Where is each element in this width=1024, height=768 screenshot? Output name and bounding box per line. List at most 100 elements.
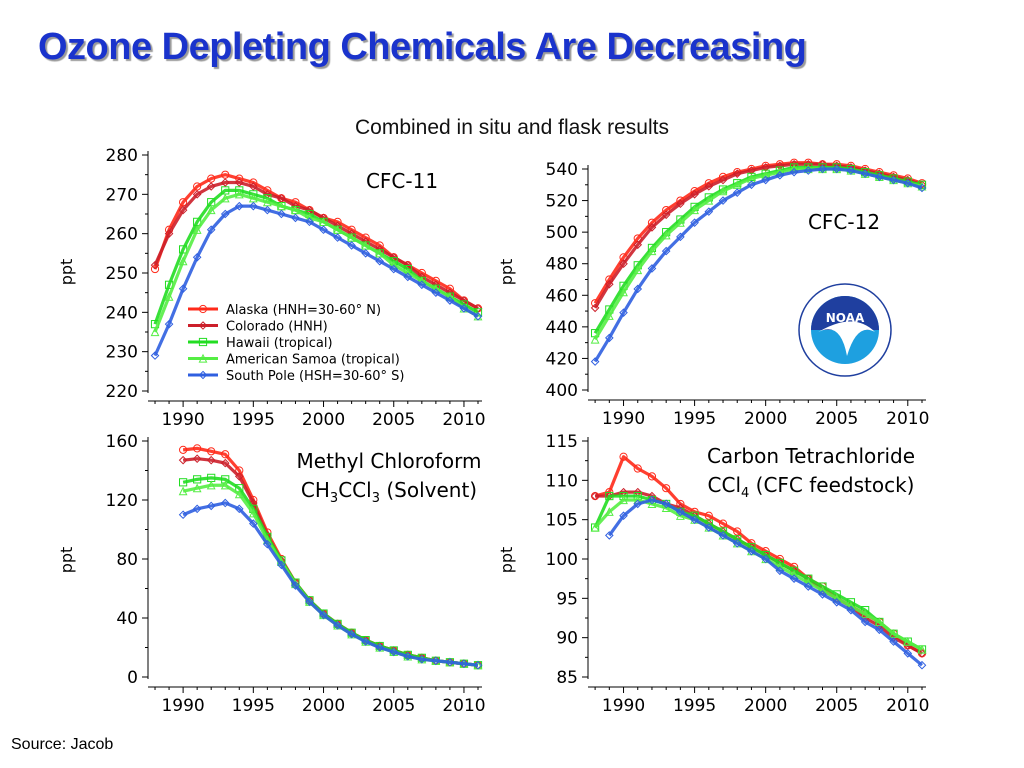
data-point bbox=[832, 597, 842, 607]
legend-marker bbox=[198, 337, 208, 347]
data-point bbox=[150, 327, 160, 337]
x-tick-label: 1995 bbox=[673, 409, 716, 429]
y-tick-label: 40 bbox=[116, 609, 138, 629]
data-point bbox=[903, 178, 913, 188]
logo-text: NOAA bbox=[826, 311, 865, 325]
data-point bbox=[647, 246, 657, 256]
data-point bbox=[206, 480, 216, 490]
series-4 bbox=[590, 164, 927, 366]
series-4 bbox=[178, 498, 483, 670]
data-point bbox=[234, 504, 244, 514]
data-point bbox=[206, 455, 216, 465]
data-point bbox=[647, 499, 657, 509]
data-point bbox=[192, 504, 202, 514]
data-point bbox=[192, 454, 202, 464]
series-1 bbox=[590, 487, 927, 658]
chart-title: Methyl Chloroform bbox=[297, 449, 482, 473]
data-point bbox=[431, 656, 441, 666]
data-point bbox=[761, 175, 770, 185]
y-tick-label: 420 bbox=[546, 349, 578, 369]
data-point bbox=[747, 546, 756, 556]
data-point bbox=[803, 582, 813, 591]
legend-label: Alaska (HNH=30-60° N) bbox=[226, 303, 381, 318]
x-tick-label: 2010 bbox=[886, 409, 929, 429]
data-point bbox=[319, 610, 328, 620]
y-tick-label: 220 bbox=[106, 382, 138, 402]
data-point bbox=[305, 597, 314, 607]
data-point bbox=[403, 652, 413, 661]
x-tick-label: 2010 bbox=[442, 410, 485, 430]
data-point bbox=[249, 182, 258, 191]
y-tick-label: 115 bbox=[546, 432, 578, 452]
data-point bbox=[192, 225, 202, 234]
y-tick-label: 480 bbox=[546, 255, 578, 275]
data-point bbox=[164, 319, 174, 329]
data-point bbox=[789, 167, 799, 177]
data-point bbox=[675, 217, 685, 227]
data-point bbox=[206, 501, 216, 511]
y-tick-label: 160 bbox=[106, 432, 138, 452]
x-tick-label: 2005 bbox=[815, 696, 858, 716]
data-point bbox=[590, 522, 600, 532]
data-point bbox=[647, 223, 657, 232]
data-point bbox=[220, 209, 230, 219]
data-point bbox=[389, 647, 399, 657]
data-point bbox=[747, 173, 756, 183]
logo-gull bbox=[815, 321, 875, 356]
data-point bbox=[690, 515, 699, 524]
x-tick-label: 2000 bbox=[744, 409, 787, 429]
data-point bbox=[431, 288, 441, 297]
figure-subtitle: Combined in situ and flask results bbox=[355, 116, 669, 139]
x-tick-label: 2000 bbox=[302, 410, 345, 430]
data-point bbox=[633, 464, 642, 473]
data-point bbox=[917, 660, 927, 670]
y-tick-label: 85 bbox=[556, 668, 578, 688]
data-point bbox=[732, 538, 742, 548]
legend-marker bbox=[198, 304, 208, 314]
data-point bbox=[661, 230, 671, 240]
chart-title: Carbon Tetrachloride bbox=[707, 444, 915, 468]
x-tick-label: 1990 bbox=[602, 696, 645, 716]
data-point bbox=[473, 660, 483, 670]
data-point bbox=[633, 284, 643, 294]
y-tick-label: 270 bbox=[106, 185, 138, 205]
y-tick-label: 95 bbox=[556, 589, 578, 609]
x-tick-label: 1995 bbox=[232, 410, 275, 430]
data-point bbox=[206, 182, 216, 191]
data-point bbox=[277, 560, 286, 570]
y-tick-label: 540 bbox=[546, 160, 578, 180]
logo-top bbox=[811, 296, 879, 330]
legend: Alaska (HNH=30-60° N) Colorado (HNH)Hawai… bbox=[188, 303, 404, 384]
data-point bbox=[875, 625, 884, 635]
y-tick-label: 120 bbox=[106, 491, 138, 511]
series-line bbox=[608, 498, 924, 667]
data-point bbox=[917, 649, 927, 658]
data-point bbox=[676, 507, 685, 517]
data-point bbox=[375, 643, 385, 652]
data-point bbox=[818, 164, 827, 174]
series-line bbox=[182, 501, 479, 667]
data-point bbox=[193, 444, 202, 453]
source-note: Source: Jacob bbox=[11, 736, 114, 753]
data-point bbox=[860, 169, 870, 179]
x-tick-label: 1995 bbox=[232, 696, 275, 716]
data-point bbox=[249, 201, 258, 211]
data-point bbox=[803, 166, 813, 175]
data-point bbox=[619, 495, 628, 505]
x-tick-label: 1995 bbox=[673, 696, 716, 716]
y-tick-label: 400 bbox=[546, 381, 578, 401]
data-point bbox=[846, 605, 856, 615]
data-point bbox=[633, 499, 643, 509]
data-point bbox=[704, 523, 714, 532]
data-point bbox=[633, 240, 643, 250]
data-point bbox=[221, 450, 230, 459]
y-tick-label: 440 bbox=[546, 318, 578, 338]
data-point bbox=[192, 483, 202, 493]
data-point bbox=[178, 486, 188, 496]
data-point bbox=[732, 188, 742, 197]
data-point bbox=[718, 196, 728, 205]
data-point bbox=[619, 452, 628, 461]
x-tick-label: 2000 bbox=[302, 696, 345, 716]
data-point bbox=[605, 333, 614, 343]
